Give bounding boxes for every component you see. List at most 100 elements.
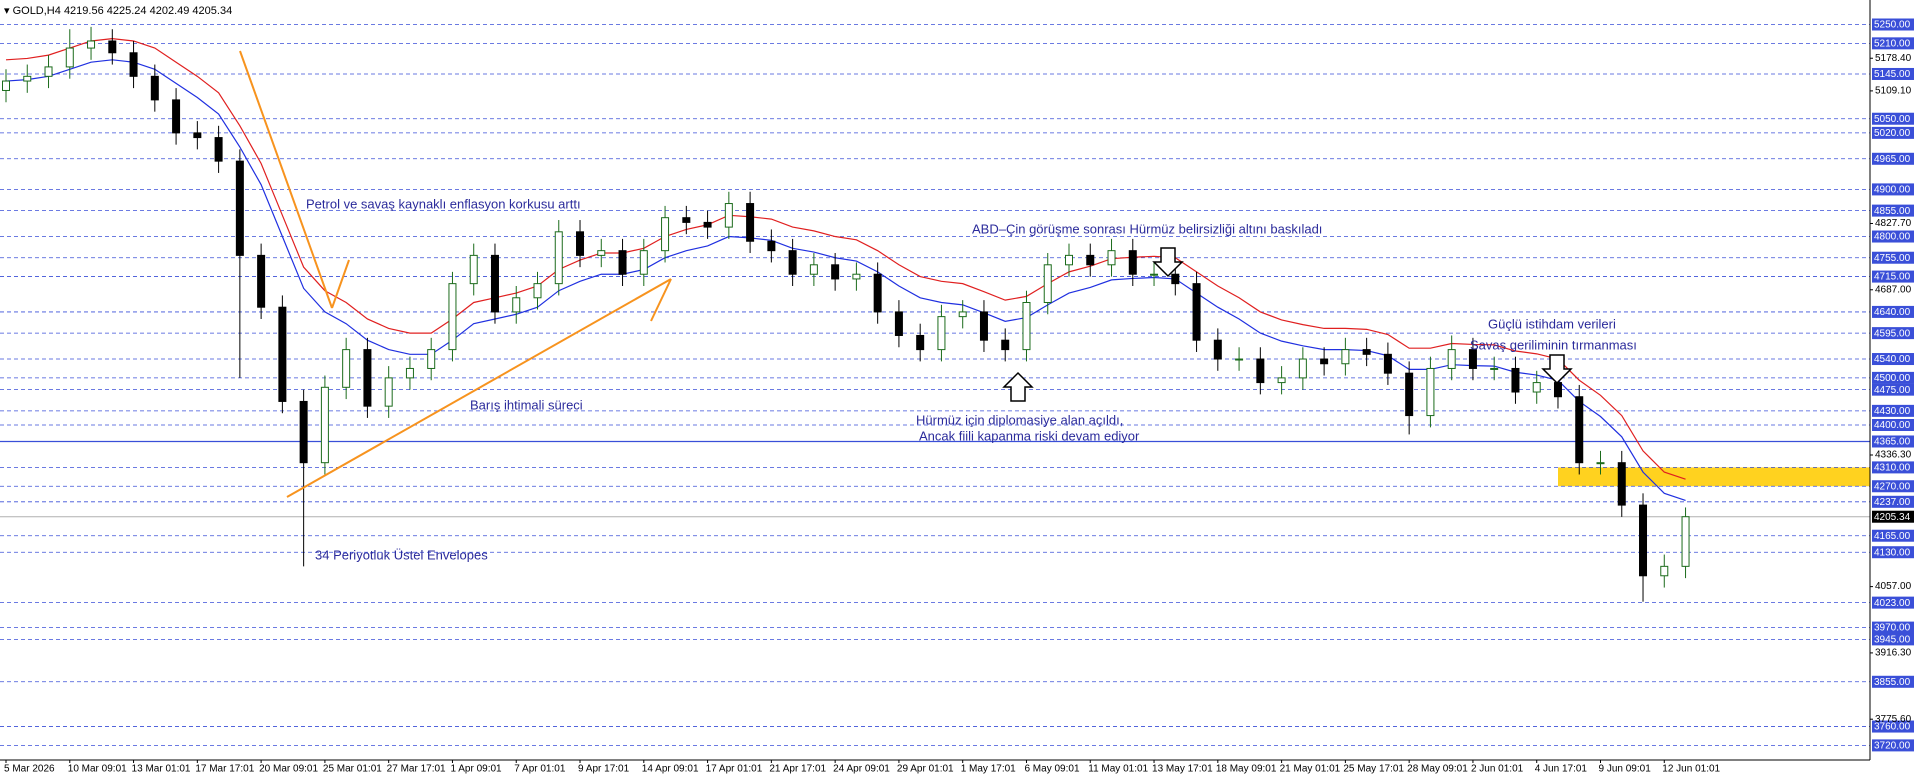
candle-body (661, 217, 670, 252)
x-tick-label: 1 May 17:01 (961, 764, 1016, 775)
x-tick-label: 5 Mar 2026 (4, 764, 55, 775)
annotation: Ancak fiili kapanma riski devam ediyor (919, 428, 1140, 443)
level-label-box (1872, 67, 1914, 80)
candle-body (554, 231, 563, 285)
candle-body (1553, 382, 1562, 398)
level-label-box (1872, 435, 1914, 448)
y-tick-label: 3916.30 (1875, 648, 1912, 659)
x-tick-label: 9 Apr 17:01 (578, 764, 630, 775)
level-label: 4965.00 (1874, 154, 1911, 165)
level-label-box (1872, 327, 1914, 340)
candle-body (916, 334, 925, 351)
level-label: 5050.00 (1874, 114, 1911, 125)
level-label-box (1872, 480, 1914, 493)
candle-body (1001, 339, 1010, 351)
x-tick-label: 7 Apr 01:01 (514, 764, 566, 775)
candle-body (831, 264, 840, 280)
level-label: 4855.00 (1874, 206, 1911, 217)
current-price-label: 4205.34 (1874, 512, 1911, 523)
y-tick-label: 4687.00 (1875, 284, 1912, 295)
data-layer (2, 26, 1690, 602)
level-label-box (1872, 112, 1914, 125)
level-label-box (1872, 270, 1914, 283)
level-label: 4715.00 (1874, 272, 1911, 283)
candle-body (384, 377, 393, 407)
candle-body (1490, 367, 1499, 370)
level-label-box (1872, 495, 1914, 508)
level-label-box (1872, 152, 1914, 165)
level-label: 4270.00 (1874, 481, 1911, 492)
candle-body (1447, 349, 1456, 369)
candle-body (1107, 250, 1116, 266)
x-tick-label: 24 Apr 09:01 (833, 764, 890, 775)
candle-body (1065, 254, 1073, 266)
candle-body (1150, 273, 1159, 276)
trend-arrow (286, 278, 672, 498)
price-zone (1558, 467, 1870, 487)
candle-body (746, 203, 755, 242)
candle-body (65, 47, 74, 68)
header-close: 4205.34 (192, 5, 232, 17)
candle-body (958, 311, 967, 318)
candle-body (129, 52, 138, 77)
level-label-box (1872, 18, 1914, 31)
candle-body (1277, 377, 1286, 384)
y-tick-label: 5109.10 (1875, 86, 1912, 97)
level-label: 4540.00 (1874, 354, 1911, 365)
x-tick-label: 29 Apr 01:01 (897, 764, 954, 775)
candle-body (1043, 264, 1052, 303)
level-label: 4900.00 (1874, 185, 1911, 196)
level-label-box (1872, 353, 1914, 366)
candle-body (1022, 301, 1031, 351)
level-label-box (1872, 183, 1914, 196)
candle-body (448, 283, 457, 351)
level-label-box (1872, 230, 1914, 243)
level-label-box (1872, 739, 1914, 752)
level-label: 4595.00 (1874, 328, 1911, 339)
level-label: 4640.00 (1874, 307, 1911, 318)
candle-body (1320, 358, 1329, 365)
x-tick-label: 11 May 01:01 (1088, 764, 1148, 775)
x-tick-label: 14 Apr 09:01 (642, 764, 699, 775)
candle-body (724, 203, 733, 228)
x-tick-label: 25 Mar 01:01 (323, 764, 382, 775)
level-label-box (1872, 418, 1914, 431)
level-label-box (1872, 37, 1914, 50)
x-tick-label: 13 May 17:01 (1152, 764, 1213, 775)
candle-body (1256, 358, 1265, 384)
level-label-box (1872, 204, 1914, 217)
candle-body (1596, 462, 1605, 465)
x-tick-label: 27 Mar 17:01 (387, 764, 446, 775)
annotation: Savaş geriliminin tırmanması (1470, 337, 1637, 352)
level-label: 5250.00 (1874, 20, 1911, 31)
candle-body (1681, 516, 1690, 567)
candle-body (512, 297, 521, 313)
candle-body (1171, 273, 1180, 285)
candle-body (172, 99, 181, 134)
candle-body (1575, 396, 1584, 464)
x-tick-label: 9 Jun 09:01 (1599, 764, 1652, 775)
header-high: 4225.24 (107, 5, 147, 17)
x-tick-label: 25 May 17:01 (1343, 764, 1404, 775)
candle-body (150, 75, 159, 101)
level-label: 4165.00 (1874, 531, 1911, 542)
y-tick-label: 3775.60 (1875, 714, 1912, 725)
annotation: 34 Periyotluk Üstel Envelopes (315, 547, 488, 562)
annotation: Barış ihtimali süreci (470, 397, 583, 412)
candle-body (214, 137, 223, 162)
trend-arrow-head (650, 278, 672, 322)
symbol: GOLD,H4 (13, 5, 61, 17)
envelope-lower (5, 59, 1686, 501)
current-price-box (1872, 510, 1914, 523)
chart-header: ▾ GOLD,H4 4219.56 4225.24 4202.49 4205.3… (4, 5, 232, 17)
candle-body (1362, 349, 1371, 355)
level-label-box (1872, 633, 1914, 646)
header-open: 4219.56 (64, 5, 104, 17)
level-label: 3970.00 (1874, 623, 1911, 634)
candle-body (639, 250, 648, 275)
candle-body (108, 40, 117, 54)
candle-body (1426, 367, 1435, 417)
down-arrow-icon (1152, 247, 1184, 278)
candle-body (490, 254, 499, 313)
